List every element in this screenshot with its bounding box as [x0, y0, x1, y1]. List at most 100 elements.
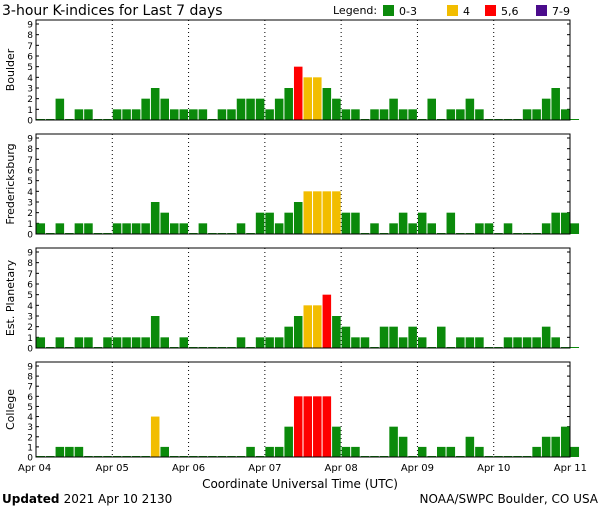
y-tick-label: 5 [27, 63, 33, 73]
y-tick-label: 7 [27, 270, 33, 280]
bar [437, 446, 446, 457]
y-tick-label: 6 [27, 167, 33, 177]
bar [103, 337, 112, 348]
bar [284, 88, 293, 120]
bar [150, 416, 160, 457]
bar [398, 109, 408, 120]
bar [284, 326, 293, 348]
legend-item: 0-3 [383, 5, 417, 18]
bar [322, 88, 332, 120]
bar [351, 446, 360, 457]
bar [265, 337, 274, 348]
bar [570, 119, 580, 120]
bar [332, 316, 341, 348]
bar [475, 223, 484, 234]
bar [341, 212, 351, 234]
legend-item-label: 4 [463, 5, 470, 18]
bar [274, 337, 284, 348]
y-tick-label: 8 [27, 31, 33, 41]
bar [522, 109, 532, 120]
bar [198, 223, 208, 234]
bar [198, 109, 208, 120]
x-tick-label: Apr 10 [477, 463, 510, 474]
y-tick-label: 2 [27, 209, 33, 219]
panel-label: Fredericksburg [4, 143, 17, 224]
bar [236, 223, 246, 234]
bar [351, 212, 360, 234]
x-tick-label: Apr 08 [325, 463, 358, 474]
bar [341, 446, 351, 457]
bar [475, 337, 484, 348]
bar [122, 109, 131, 120]
bar [274, 446, 284, 457]
bar [389, 426, 398, 457]
bar [150, 316, 160, 348]
bar [541, 98, 551, 120]
y-tick-label: 0 [27, 231, 33, 241]
y-tick-label: 7 [27, 383, 33, 393]
bar [74, 109, 84, 120]
bar [160, 337, 169, 348]
bar [408, 223, 417, 234]
bar [446, 212, 456, 234]
panel-background [36, 248, 570, 348]
bar [255, 337, 265, 348]
bar [246, 446, 255, 457]
footer-updated-value: 2021 Apr 10 2130 [64, 492, 173, 506]
y-tick-label: 8 [27, 145, 33, 155]
panel-label: Boulder [4, 48, 17, 91]
bar [112, 223, 122, 234]
bar [303, 77, 313, 120]
bar [284, 212, 293, 234]
legend-item-label: 0-3 [399, 5, 417, 18]
bar [131, 337, 141, 348]
bar [112, 337, 122, 348]
bar [122, 223, 131, 234]
bar [408, 109, 417, 120]
bar [427, 98, 436, 120]
y-tick-label: 3 [27, 85, 33, 95]
bar [55, 446, 65, 457]
y-tick-label: 2 [27, 433, 33, 443]
bar [55, 98, 65, 120]
bar [551, 212, 560, 234]
bar [179, 337, 189, 348]
legend-item: 7-9 [536, 5, 570, 18]
bar [265, 109, 274, 120]
bar [351, 337, 360, 348]
bar [560, 212, 570, 234]
bar [370, 109, 379, 120]
bar [293, 202, 303, 234]
bar [131, 109, 141, 120]
bar [408, 326, 417, 348]
panel-frame [35, 361, 571, 458]
bar [55, 337, 65, 348]
bar [293, 66, 303, 120]
bar [131, 223, 141, 234]
bar [522, 337, 532, 348]
x-tick-label: Apr 11 [554, 463, 587, 474]
bar [541, 223, 551, 234]
bar [293, 316, 303, 348]
bar [179, 223, 189, 234]
legend-swatch [536, 5, 547, 16]
bar [303, 396, 313, 457]
bar [236, 98, 246, 120]
footer-credit: NOAA/SWPC Boulder, CO USA [420, 492, 599, 506]
bar [74, 446, 84, 457]
bar [332, 426, 341, 457]
y-tick-label: 1 [27, 106, 33, 116]
bar [465, 98, 475, 120]
x-tick-label: Apr 09 [401, 463, 434, 474]
bar [332, 191, 341, 234]
y-tick-label: 5 [27, 291, 33, 301]
y-tick-label: 7 [27, 42, 33, 52]
panel-background [36, 20, 570, 120]
panel-frame [35, 19, 571, 121]
bar [274, 98, 284, 120]
y-tick-label: 5 [27, 403, 33, 413]
y-tick-label: 3 [27, 313, 33, 323]
